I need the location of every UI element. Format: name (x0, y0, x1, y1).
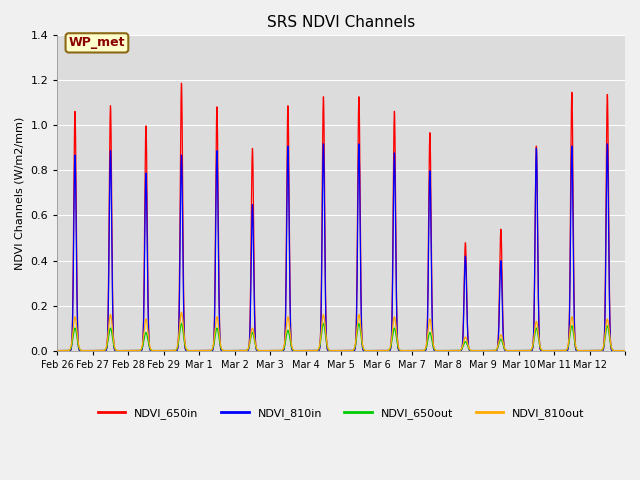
NDVI_650out (621, 348, 629, 353)
Y-axis label: NDVI Channels (W/m2/mm): NDVI Channels (W/m2/mm) (15, 116, 25, 270)
NDVI_810out (621, 348, 629, 353)
NDVI_650in (170, 348, 177, 353)
NDVI_650out (535, 336, 543, 342)
NDVI_810out (414, 348, 422, 353)
NDVI_650in (414, 348, 422, 353)
NDVI_810out (170, 348, 177, 353)
NDVI_810out (615, 348, 623, 353)
NDVI_810out (500, 345, 508, 351)
Title: SRS NDVI Channels: SRS NDVI Channels (267, 15, 415, 30)
NDVI_650out (444, 348, 452, 353)
NDVI_650out (500, 346, 508, 351)
NDVI_650in (615, 348, 623, 353)
Line: NDVI_810out: NDVI_810out (58, 312, 625, 350)
Line: NDVI_810in: NDVI_810in (58, 144, 625, 350)
NDVI_810out (177, 310, 185, 315)
NDVI_650out (615, 348, 623, 353)
NDVI_650in (465, 341, 472, 347)
NDVI_650in (444, 348, 452, 353)
NDVI_810in (500, 347, 508, 352)
NDVI_810in (319, 141, 327, 147)
NDVI_650in (177, 81, 185, 86)
NDVI_650out (170, 348, 177, 353)
NDVI_650out (414, 348, 422, 353)
Line: NDVI_650out: NDVI_650out (58, 324, 625, 350)
NDVI_650in (54, 348, 61, 353)
NDVI_810in (54, 348, 61, 353)
NDVI_810out (444, 348, 452, 353)
NDVI_810out (54, 348, 61, 353)
NDVI_650out (177, 321, 185, 326)
NDVI_810in (535, 307, 543, 313)
NDVI_650in (500, 346, 508, 352)
NDVI_650in (621, 348, 629, 353)
NDVI_810out (465, 343, 472, 349)
NDVI_810in (615, 348, 623, 353)
Line: NDVI_650in: NDVI_650in (58, 84, 625, 350)
NDVI_810in (621, 348, 629, 353)
Legend: NDVI_650in, NDVI_810in, NDVI_650out, NDVI_810out: NDVI_650in, NDVI_810in, NDVI_650out, NDV… (93, 404, 589, 423)
NDVI_650out (54, 348, 61, 353)
NDVI_810out (535, 333, 543, 338)
NDVI_650in (535, 307, 543, 312)
NDVI_810in (479, 348, 487, 353)
NDVI_810in (414, 348, 422, 353)
NDVI_650out (465, 345, 472, 350)
NDVI_810in (170, 348, 177, 353)
NDVI_810in (464, 340, 472, 346)
Text: WP_met: WP_met (68, 36, 125, 49)
